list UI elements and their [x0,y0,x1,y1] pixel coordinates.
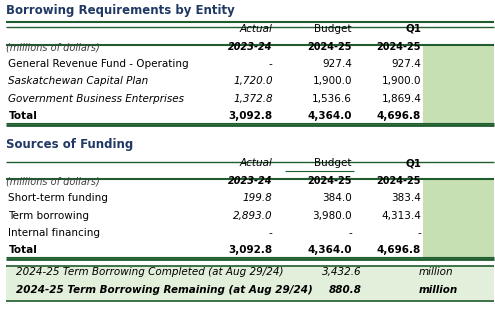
Text: 4,696.8: 4,696.8 [377,111,421,121]
Text: Actual: Actual [240,158,273,168]
Text: 1,869.4: 1,869.4 [381,94,421,104]
Text: 2024-25: 2024-25 [307,42,352,52]
Text: Actual: Actual [240,24,273,34]
Text: Q1: Q1 [405,158,421,168]
Text: 4,313.4: 4,313.4 [381,211,421,221]
Bar [423,179,494,260]
Bar [6,266,494,301]
Text: Budget: Budget [314,24,352,34]
Text: Total: Total [8,111,37,121]
Text: 927.4: 927.4 [322,59,352,69]
Text: Saskatchewan Capital Plan: Saskatchewan Capital Plan [8,76,148,86]
Text: 3,092.8: 3,092.8 [229,111,273,121]
Text: 2023-24: 2023-24 [228,42,273,52]
Bar [423,45,494,125]
Text: Budget: Budget [314,158,352,168]
Text: 2024-25: 2024-25 [377,42,421,52]
Text: 3,980.0: 3,980.0 [312,211,352,221]
Text: Borrowing Requirements by Entity: Borrowing Requirements by Entity [6,4,235,17]
Text: 1,900.0: 1,900.0 [382,76,421,86]
Text: 2,893.0: 2,893.0 [233,211,273,221]
Text: Short-term funding: Short-term funding [8,193,108,204]
Text: 2024-25 Term Borrowing Completed (at Aug 29/24): 2024-25 Term Borrowing Completed (at Aug… [16,267,283,277]
Text: 2024-25: 2024-25 [377,176,421,186]
Text: -: - [269,59,273,69]
Text: 4,364.0: 4,364.0 [307,245,352,255]
Text: 384.0: 384.0 [322,193,352,204]
Text: Government Business Enterprises: Government Business Enterprises [8,94,185,104]
Text: Total: Total [8,245,37,255]
Text: 2024-25 Term Borrowing Remaining (at Aug 29/24): 2024-25 Term Borrowing Remaining (at Aug… [16,285,312,295]
Text: 880.8: 880.8 [328,285,361,295]
Text: 2023-24: 2023-24 [228,176,273,186]
Text: 3,092.8: 3,092.8 [229,245,273,255]
Text: 3,432.6: 3,432.6 [322,267,361,277]
Text: 4,696.8: 4,696.8 [377,245,421,255]
Text: 1,536.6: 1,536.6 [312,94,352,104]
Text: -: - [348,228,352,238]
Text: Q1: Q1 [405,24,421,34]
Text: 1,900.0: 1,900.0 [312,76,352,86]
Text: (millions of dollars): (millions of dollars) [6,176,99,186]
Text: 2024-25: 2024-25 [307,176,352,186]
Text: 1,372.8: 1,372.8 [233,94,273,104]
Text: 1,720.0: 1,720.0 [233,76,273,86]
Text: (millions of dollars): (millions of dollars) [6,42,99,52]
Text: -: - [417,228,421,238]
Text: million: million [418,267,453,277]
Text: 383.4: 383.4 [392,193,421,204]
Text: 199.8: 199.8 [243,193,273,204]
Text: General Revenue Fund - Operating: General Revenue Fund - Operating [8,59,189,69]
Text: 4,364.0: 4,364.0 [307,111,352,121]
Text: 927.4: 927.4 [392,59,421,69]
Text: Term borrowing: Term borrowing [8,211,90,221]
Text: Internal financing: Internal financing [8,228,100,238]
Text: Sources of Funding: Sources of Funding [6,138,133,151]
Text: -: - [269,228,273,238]
Text: million: million [418,285,457,295]
